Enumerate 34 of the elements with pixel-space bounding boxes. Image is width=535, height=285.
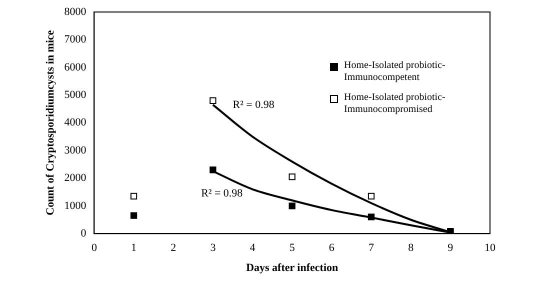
y-tick-label: 6000 xyxy=(64,61,87,74)
y-tick-label: 5000 xyxy=(64,88,87,101)
x-tick-label: 6 xyxy=(328,242,335,254)
point xyxy=(210,166,216,174)
point xyxy=(288,173,296,180)
y-axis-title: Count of Cryptosporidiumcysts in mice xyxy=(44,30,56,216)
x-tick-label: 0 xyxy=(91,242,98,254)
x-tick-label: 10 xyxy=(484,242,496,254)
x-tick-label: 3 xyxy=(210,242,216,254)
annotation: R² = 0.98 xyxy=(232,98,275,111)
point xyxy=(368,192,375,200)
x-tick-label: 5 xyxy=(289,242,296,254)
y-tick-label: 8000 xyxy=(64,6,87,18)
y-tick-label: 4000 xyxy=(64,116,87,129)
x-tick-label: 9 xyxy=(448,242,454,254)
x-tick-label: 8 xyxy=(408,242,414,254)
y-tick-label: 0 xyxy=(80,227,87,240)
y-tick-label: 2000 xyxy=(64,172,87,184)
y-tick-label: 3000 xyxy=(64,144,87,156)
x-axis-title: Days after infection xyxy=(246,262,338,274)
y-tick-label: 1000 xyxy=(64,200,87,212)
annotation: R² = 0.98 xyxy=(201,188,244,200)
point xyxy=(210,97,216,104)
x-tick-label: 4 xyxy=(250,242,256,254)
x-tick-label: 2 xyxy=(170,242,176,254)
point xyxy=(130,212,138,219)
legend-label: Home-Isolated probiotic-Immunocompromised xyxy=(344,92,446,116)
point xyxy=(368,214,375,220)
point xyxy=(130,192,138,200)
legend-label: Home-Isolated probiotic-Immunocompetent xyxy=(344,60,446,84)
x-tick-label: 1 xyxy=(131,242,137,254)
point xyxy=(288,202,296,210)
x-tick-label: 7 xyxy=(368,242,375,254)
y-tick-label: 7000 xyxy=(64,34,87,46)
